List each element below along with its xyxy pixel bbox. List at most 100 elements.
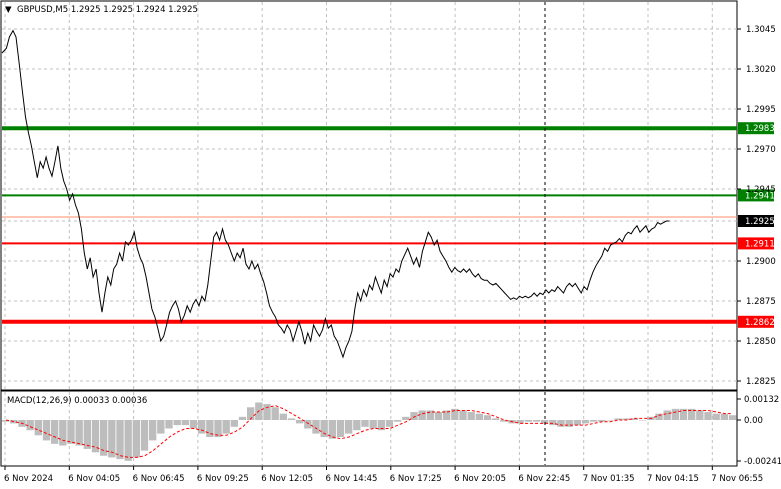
y-tick-label: 1.2945 [746,185,776,195]
x-tick-label: 6 Nov 09:25 [197,474,249,484]
macd-bar [214,420,222,438]
macd-bar [696,410,704,420]
macd-bar [385,420,394,427]
x-tick-label: 6 Nov 14:45 [326,474,378,484]
macd-bar [238,416,247,420]
x-tick-label: 6 Nov 04:05 [68,474,120,484]
x-tick-label: 6 Nov 22:45 [518,474,570,484]
macd-bar [279,413,288,420]
current-price-label: 1.2925 [745,217,775,227]
macd-bar [541,420,549,424]
macd-bar [426,410,435,420]
macd-bar [663,410,671,420]
dropdown-arrow-icon[interactable]: ▼ [5,5,12,15]
macd-bar [157,420,165,434]
macd-bar [500,420,508,422]
macd-signal-line [5,405,733,458]
y-tick-label: 1.2900 [746,257,776,267]
macd-tick-label: 0.00132 [744,395,779,405]
x-tick-label: 6 Nov 12:05 [261,474,313,484]
macd-bar [606,420,614,421]
level-label: 1.2911 [745,239,775,249]
macd-bar [549,420,557,426]
macd-bar [75,420,83,446]
macd-bar [671,408,680,420]
macd-bar [108,420,116,458]
macd-bar [622,418,631,420]
y-tick-label: 1.3020 [746,65,776,75]
macd-bar [287,418,296,420]
y-tick-label: 1.3045 [746,25,776,35]
x-tick-label: 6 Nov 17:25 [390,474,442,484]
level-label-bg [738,122,774,135]
macd-bar [181,420,190,426]
macd-bar [51,420,59,444]
macd-bar [353,420,361,431]
y-tick-label: 1.2875 [746,297,776,307]
x-tick-label: 6 Nov 20:05 [454,474,506,484]
macd-bar [91,420,100,453]
macd-bar [271,407,279,420]
macd-bar [140,420,149,451]
macd-bar [198,420,206,434]
macd-bar [320,420,328,438]
macd-bar [83,420,92,449]
macd-bar [443,410,451,420]
macd-bar [328,420,337,439]
macd-bar [263,404,271,420]
macd-bar [336,420,345,438]
macd-series [2,402,737,461]
macd-bar [377,420,386,431]
macd-bar [720,413,729,420]
macd-bar [679,408,688,420]
x-tick-label: 6 Nov 06:45 [133,474,185,484]
macd-bar [532,420,541,422]
y-tick-label: 1.2825 [746,377,776,387]
time-axis: 6 Nov 2024 6 Nov 04:05 6 Nov 06:45 6 Nov 09… [4,466,763,484]
macd-bar [304,420,312,429]
macd-bar [2,420,10,422]
macd-bar [728,415,737,420]
macd-bar [557,420,565,427]
macd-bar [26,420,34,431]
macd-bar [590,420,598,422]
macd-bar [598,420,606,422]
level-label-bg [738,315,774,328]
macd-bar [369,420,377,429]
level-label: 1.2983 [745,124,775,134]
macd-bar [67,420,75,444]
macd-bar [712,413,720,420]
macd-bar [361,420,369,427]
y-tick-label: 1.2995 [746,105,776,115]
macd-bar [247,407,255,420]
macd-bar [573,420,582,426]
macd-bar [124,420,132,461]
macd-bar [516,420,524,424]
macd-bar [655,413,663,420]
macd-bar [639,420,647,421]
macd-bar [42,420,51,441]
macd-bar [296,420,304,424]
macd-axis: 0.00132 0.00 -0.00241 [737,395,781,467]
macd-bar [467,412,475,420]
macd-bar [394,420,402,422]
y-tick-label: 1.2970 [746,145,776,155]
price-axis: 1.2983 1.2941 1.2911 1.2862 1.3045 1.3020 1.29… [737,25,776,387]
price-series [1,29,670,359]
macd-bar [688,408,696,420]
macd-bar [451,408,459,420]
macd-tick-label: 0.00 [744,416,763,426]
macd-bar [581,420,590,424]
macd-bar [418,410,426,420]
macd-bar [614,418,622,420]
macd-bar [59,420,67,446]
x-tick-label: 7 Nov 04:15 [647,474,699,484]
macd-bar [434,412,443,420]
macd-bar [565,420,573,427]
macd-tick-label: -0.00241 [744,457,781,467]
macd-bar [230,420,239,427]
level-label-bg [738,189,774,202]
macd-bar [206,420,214,438]
macd-bar [475,413,484,420]
